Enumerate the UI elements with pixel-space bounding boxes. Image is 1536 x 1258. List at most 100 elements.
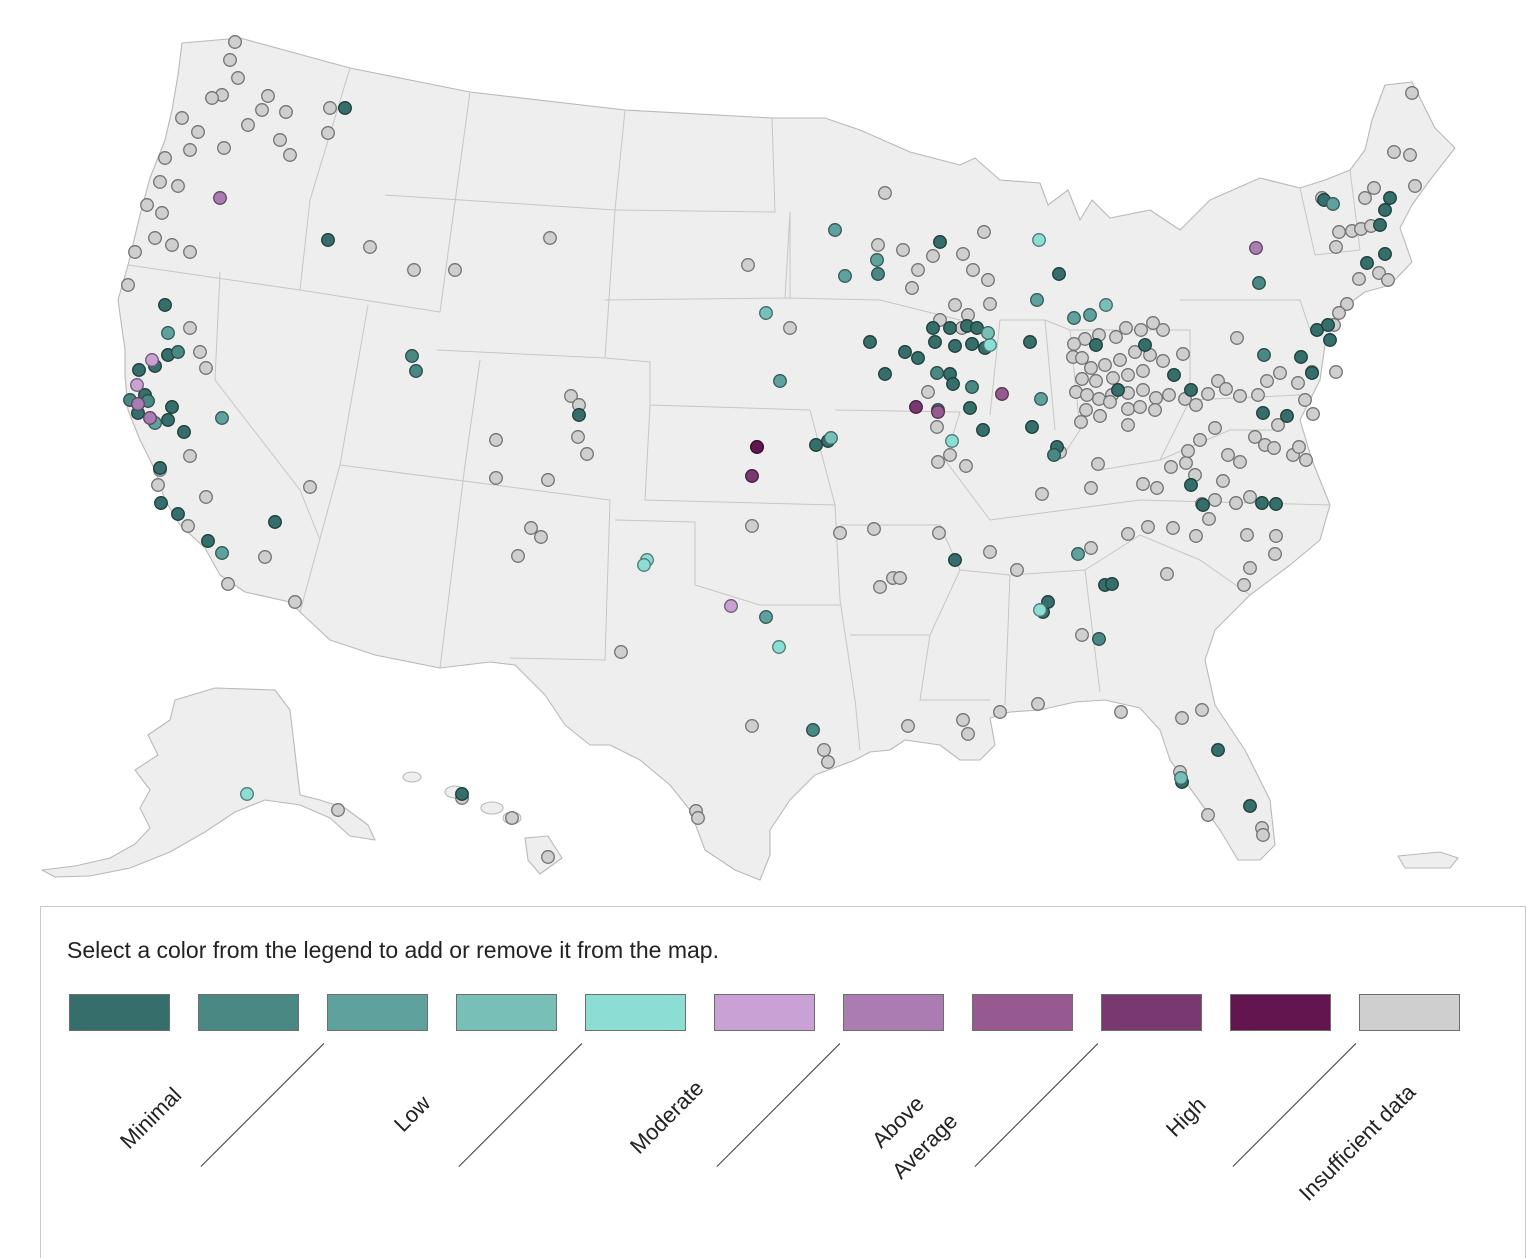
site-marker[interactable] (1175, 711, 1189, 725)
site-marker[interactable] (724, 599, 738, 613)
site-marker[interactable] (977, 225, 991, 239)
site-marker[interactable] (1267, 441, 1281, 455)
site-marker[interactable] (809, 438, 823, 452)
site-marker[interactable] (1084, 481, 1098, 495)
site-marker[interactable] (363, 240, 377, 254)
site-marker[interactable] (155, 206, 169, 220)
site-marker[interactable] (926, 321, 940, 335)
site-marker[interactable] (1136, 364, 1150, 378)
site-marker[interactable] (1052, 267, 1066, 281)
site-marker[interactable] (1237, 578, 1251, 592)
site-marker[interactable] (1306, 407, 1320, 421)
site-marker[interactable] (931, 455, 945, 469)
site-marker[interactable] (871, 238, 885, 252)
site-marker[interactable] (143, 411, 157, 425)
site-marker[interactable] (153, 461, 167, 475)
site-marker[interactable] (231, 71, 245, 85)
swatch-high-dark[interactable] (1230, 994, 1331, 1031)
site-marker[interactable] (201, 534, 215, 548)
site-marker[interactable] (1023, 335, 1037, 349)
site-marker[interactable] (948, 298, 962, 312)
site-marker[interactable] (505, 811, 519, 825)
site-marker[interactable] (896, 243, 910, 257)
site-marker[interactable] (1255, 496, 1269, 510)
site-marker[interactable] (158, 298, 172, 312)
site-marker[interactable] (1156, 323, 1170, 337)
site-marker[interactable] (1372, 266, 1386, 280)
site-marker[interactable] (213, 191, 227, 205)
site-marker[interactable] (1252, 276, 1266, 290)
site-marker[interactable] (1092, 632, 1106, 646)
site-marker[interactable] (878, 186, 892, 200)
site-marker[interactable] (183, 449, 197, 463)
site-marker[interactable] (1113, 353, 1127, 367)
site-marker[interactable] (1034, 392, 1048, 406)
site-marker[interactable] (1099, 298, 1113, 312)
site-marker[interactable] (1189, 529, 1203, 543)
site-marker[interactable] (273, 133, 287, 147)
site-marker[interactable] (1080, 388, 1094, 402)
site-marker[interactable] (241, 118, 255, 132)
site-marker[interactable] (772, 640, 786, 654)
site-marker[interactable] (177, 425, 191, 439)
site-marker[interactable] (911, 351, 925, 365)
site-marker[interactable] (1075, 628, 1089, 642)
site-marker[interactable] (1098, 358, 1112, 372)
site-marker[interactable] (1298, 393, 1312, 407)
site-marker[interactable] (572, 408, 586, 422)
site-marker[interactable] (1010, 563, 1024, 577)
site-marker[interactable] (1299, 453, 1313, 467)
site-marker[interactable] (909, 400, 923, 414)
site-marker[interactable] (965, 380, 979, 394)
site-marker[interactable] (965, 337, 979, 351)
site-marker[interactable] (1323, 333, 1337, 347)
swatch-moderate-lilac[interactable] (714, 994, 815, 1031)
site-marker[interactable] (181, 519, 195, 533)
site-marker[interactable] (943, 448, 957, 462)
site-marker[interactable] (1321, 318, 1335, 332)
site-marker[interactable] (183, 245, 197, 259)
site-marker[interactable] (931, 405, 945, 419)
site-marker[interactable] (171, 179, 185, 193)
site-marker[interactable] (995, 387, 1009, 401)
site-marker[interactable] (1378, 247, 1392, 261)
site-marker[interactable] (511, 549, 525, 563)
site-marker[interactable] (1273, 366, 1287, 380)
site-marker[interactable] (945, 434, 959, 448)
site-marker[interactable] (140, 198, 154, 212)
site-marker[interactable] (171, 507, 185, 521)
site-marker[interactable] (215, 546, 229, 560)
site-marker[interactable] (1150, 481, 1164, 495)
site-marker[interactable] (783, 321, 797, 335)
site-marker[interactable] (983, 338, 997, 352)
site-marker[interactable] (981, 273, 995, 287)
site-marker[interactable] (1243, 799, 1257, 813)
site-marker[interactable] (1121, 418, 1135, 432)
swatch-minimal-light[interactable] (198, 994, 299, 1031)
site-marker[interactable] (1114, 705, 1128, 719)
site-marker[interactable] (993, 705, 1007, 719)
site-marker[interactable] (1093, 409, 1107, 423)
site-marker[interactable] (1326, 197, 1340, 211)
site-marker[interactable] (1332, 306, 1346, 320)
site-marker[interactable] (171, 345, 185, 359)
site-marker[interactable] (745, 519, 759, 533)
site-marker[interactable] (165, 238, 179, 252)
site-marker[interactable] (1233, 389, 1247, 403)
site-marker[interactable] (1164, 460, 1178, 474)
site-marker[interactable] (1067, 337, 1081, 351)
site-marker[interactable] (148, 231, 162, 245)
site-marker[interactable] (580, 447, 594, 461)
site-marker[interactable] (773, 374, 787, 388)
site-marker[interactable] (321, 233, 335, 247)
site-marker[interactable] (867, 522, 881, 536)
site-marker[interactable] (838, 269, 852, 283)
site-marker[interactable] (745, 719, 759, 733)
site-marker[interactable] (750, 440, 764, 454)
site-marker[interactable] (455, 787, 469, 801)
site-marker[interactable] (948, 553, 962, 567)
site-marker[interactable] (637, 558, 651, 572)
site-marker[interactable] (1219, 382, 1233, 396)
site-marker[interactable] (966, 263, 980, 277)
site-marker[interactable] (824, 431, 838, 445)
